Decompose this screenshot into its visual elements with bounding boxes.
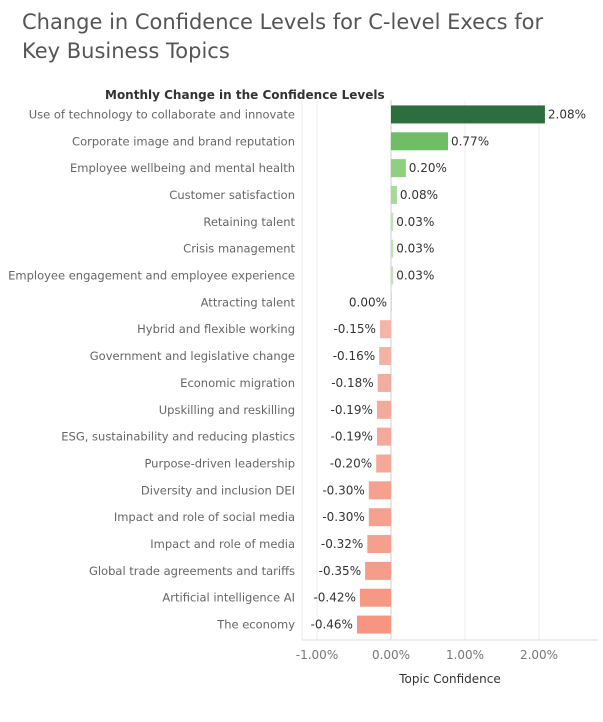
category-label: Crisis management bbox=[183, 242, 295, 256]
category-label: Impact and role of social media bbox=[114, 510, 295, 524]
category-label: Global trade agreements and tariffs bbox=[89, 564, 295, 578]
data-label: 0.77% bbox=[451, 134, 489, 148]
bar[interactable] bbox=[391, 239, 394, 258]
bar[interactable] bbox=[376, 400, 391, 419]
data-label: 0.03% bbox=[396, 242, 434, 256]
x-tick-label: 0.00% bbox=[372, 648, 410, 662]
data-label: 0.08% bbox=[400, 188, 438, 202]
category-label: Impact and role of media bbox=[150, 537, 295, 551]
data-label: -0.18% bbox=[331, 376, 373, 390]
data-label: -0.30% bbox=[322, 483, 364, 497]
bar[interactable] bbox=[368, 481, 391, 500]
data-label: 0.00% bbox=[349, 295, 387, 309]
category-label: Employee engagement and employee experie… bbox=[8, 269, 295, 283]
bar[interactable] bbox=[367, 535, 391, 554]
bar[interactable] bbox=[391, 266, 394, 285]
data-label: -0.30% bbox=[322, 510, 364, 524]
bar[interactable] bbox=[390, 293, 393, 312]
category-label: Diversity and inclusion DEI bbox=[141, 483, 295, 497]
bar[interactable] bbox=[391, 105, 545, 124]
data-label: -0.19% bbox=[330, 430, 372, 444]
category-label: Corporate image and brand reputation bbox=[72, 134, 295, 148]
category-label: ESG, sustainability and reducing plastic… bbox=[61, 430, 295, 444]
bar[interactable] bbox=[376, 427, 391, 446]
data-label: -0.19% bbox=[330, 403, 372, 417]
data-label: 0.03% bbox=[396, 215, 434, 229]
x-axis-label: Topic Confidence bbox=[399, 672, 501, 686]
category-label: Economic migration bbox=[180, 376, 295, 390]
data-label: -0.15% bbox=[333, 322, 375, 336]
data-label: -0.20% bbox=[330, 456, 372, 470]
bar[interactable] bbox=[377, 373, 391, 392]
category-label: Attracting talent bbox=[201, 295, 296, 309]
category-label: Purpose-driven leadership bbox=[144, 456, 295, 470]
bar[interactable] bbox=[391, 212, 394, 231]
bar[interactable] bbox=[356, 615, 391, 634]
data-label: 0.03% bbox=[396, 269, 434, 283]
category-label: Customer satisfaction bbox=[169, 188, 295, 202]
data-label: 0.20% bbox=[409, 161, 447, 175]
category-label: Use of technology to collaborate and inn… bbox=[29, 107, 295, 121]
chart-title: Change in Confidence Levels for C-level … bbox=[22, 10, 544, 63]
x-tick-label: 2.00% bbox=[520, 648, 558, 662]
bar[interactable] bbox=[379, 320, 391, 339]
category-label: Government and legislative change bbox=[90, 349, 295, 363]
bar[interactable] bbox=[391, 185, 397, 204]
category-label: Hybrid and flexible working bbox=[137, 322, 295, 336]
chart-subtitle: Monthly Change in the Confidence Levels bbox=[105, 88, 385, 102]
category-label: Artificial intelligence AI bbox=[162, 591, 295, 605]
data-label: -0.35% bbox=[319, 564, 361, 578]
category-label: Retaining talent bbox=[203, 215, 295, 229]
bar[interactable] bbox=[391, 159, 406, 178]
bar[interactable] bbox=[368, 508, 391, 527]
data-label: -0.46% bbox=[311, 618, 353, 632]
x-tick-label: -1.00% bbox=[296, 648, 338, 662]
category-label: Upskilling and reskilling bbox=[159, 403, 295, 417]
x-tick-label: 1.00% bbox=[446, 648, 484, 662]
bar[interactable] bbox=[391, 132, 448, 151]
data-label: 2.08% bbox=[548, 107, 586, 121]
data-label: -0.42% bbox=[313, 591, 355, 605]
data-label: -0.32% bbox=[321, 537, 363, 551]
bar[interactable] bbox=[359, 588, 391, 607]
category-label: The economy bbox=[216, 618, 295, 632]
data-label: -0.16% bbox=[333, 349, 375, 363]
category-label: Employee wellbeing and mental health bbox=[70, 161, 295, 175]
bar[interactable] bbox=[365, 561, 391, 580]
bar[interactable] bbox=[376, 454, 391, 473]
bar[interactable] bbox=[379, 347, 391, 366]
